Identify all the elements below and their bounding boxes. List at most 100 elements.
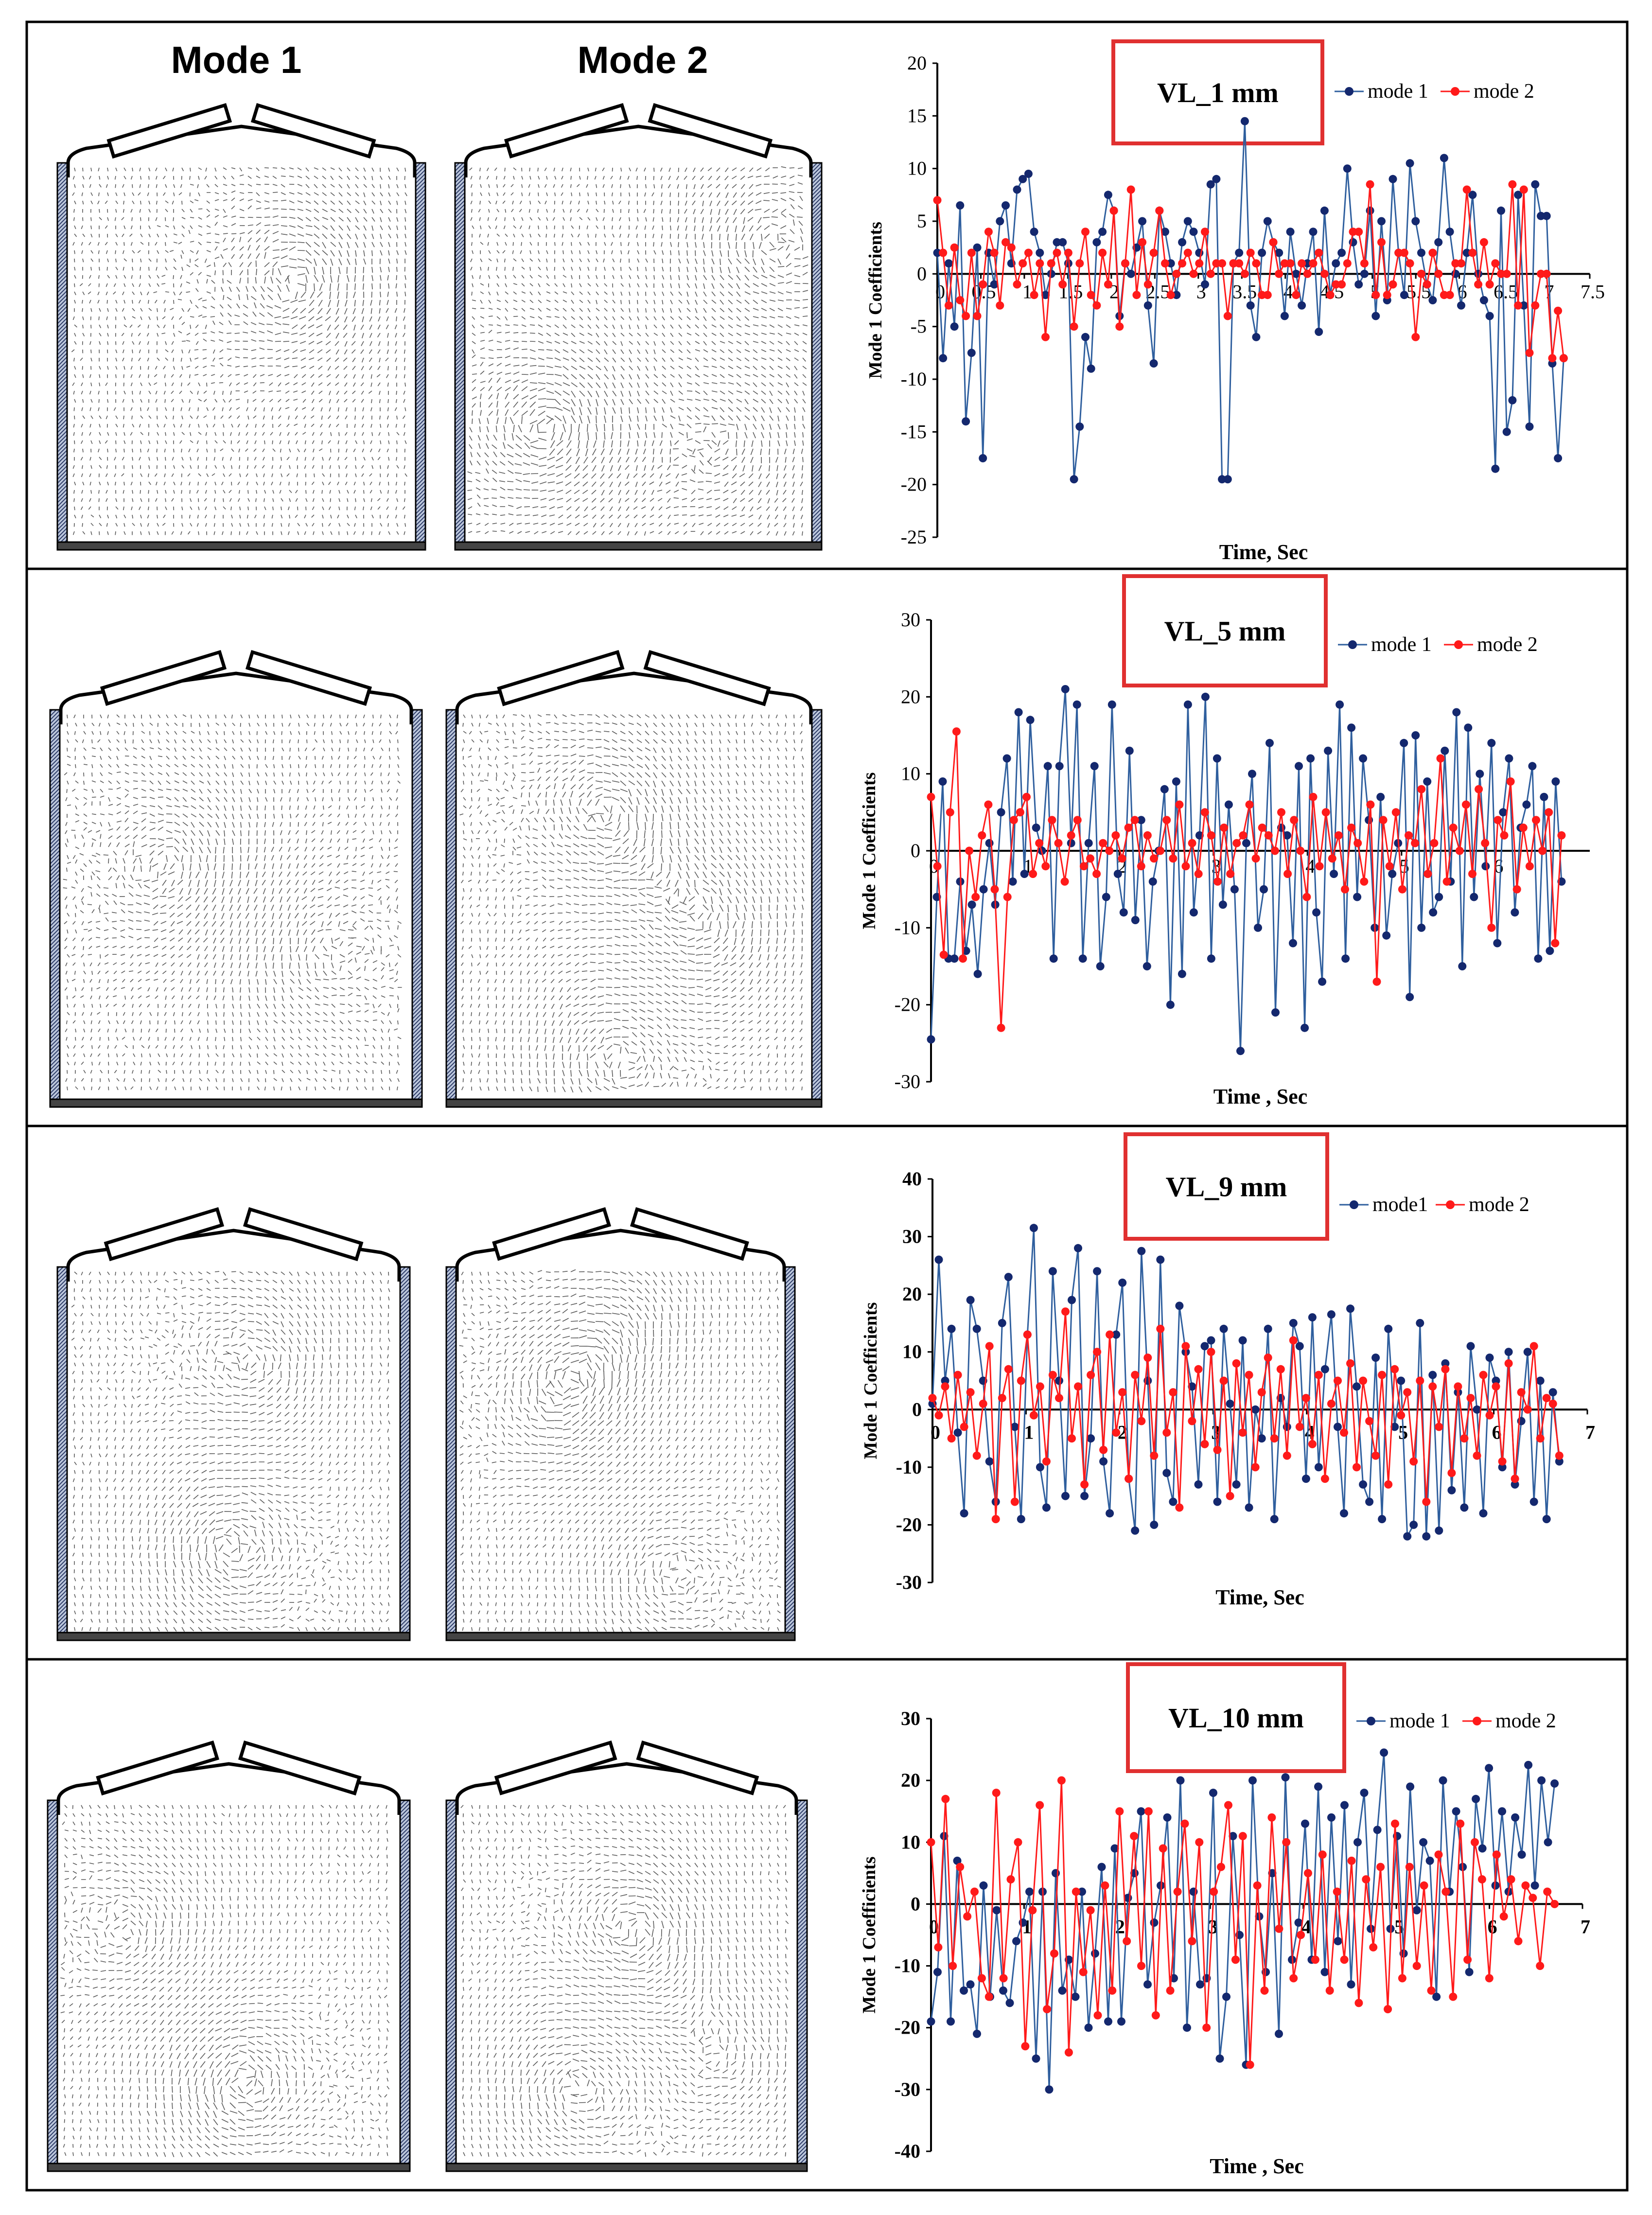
x-tick-label: 4 [1283,281,1293,302]
data-point [1397,1376,1406,1385]
data-point [1118,1388,1127,1397]
data-point [1213,877,1222,886]
data-point [1099,1457,1108,1466]
data-point [1318,1850,1327,1859]
data-point [1334,1376,1342,1385]
data-point [1458,962,1467,970]
y-axis-label: Mode 1 Coefficients [859,1857,879,2014]
data-point [1108,1986,1117,1995]
data-point [927,1035,935,1044]
data-point [1087,1371,1095,1379]
data-point [1321,808,1330,817]
vector-field-r4-mode2 [445,1740,808,2172]
data-point [1405,831,1413,840]
data-point [1378,1371,1387,1379]
data-point [1519,185,1528,194]
data-point [1397,1411,1406,1420]
data-point [1277,808,1285,817]
data-point [1240,269,1249,278]
data-point [1457,259,1465,268]
data-point [1183,248,1192,257]
data-point [1036,259,1044,268]
data-point [1218,900,1227,909]
data-point [1143,280,1152,289]
data-point [1365,1497,1374,1506]
coefficient-charts: -25-20-15-10-50510152000.511.522.533.544… [859,39,1605,2178]
data-point [1441,1359,1450,1368]
data-point [1144,1807,1153,1816]
data-point [1440,291,1448,299]
data-point [1160,785,1169,793]
data-point [933,1968,942,1976]
y-tick-label: 0 [911,840,920,861]
data-point [1405,1863,1414,1871]
data-point [1004,1365,1013,1373]
data-point [1340,1801,1349,1810]
data-point [1019,1918,1027,1927]
data-point [996,301,1004,310]
data-point [1537,269,1545,278]
data-point [1298,301,1306,310]
data-point [1052,1869,1060,1878]
data-point [1327,1310,1336,1319]
data-point [1411,333,1420,341]
data-point [1092,238,1101,246]
data-point [1269,238,1278,246]
data-point [1050,1949,1058,1958]
data-point [1102,893,1110,901]
data-point [1398,885,1406,894]
data-point [1548,1388,1557,1397]
data-point [1360,269,1369,278]
data-point [1538,846,1547,855]
data-point [992,1789,1001,1797]
mode2-header: Mode 2 [578,38,708,81]
chart-title-box [1124,1132,1329,1241]
data-point [1071,1992,1080,2001]
data-point [973,969,982,978]
data-point [1162,1469,1171,1477]
data-point [1202,2023,1211,2032]
data-point [1343,259,1352,268]
data-point [1162,816,1171,825]
data-point [1188,1937,1196,1946]
data-point [999,1986,1007,1995]
data-point [1359,1376,1368,1385]
data-point [972,1451,981,1460]
data-point [985,1457,994,1466]
data-point [1084,2023,1093,2032]
data-point [1024,248,1033,257]
data-point [1412,1962,1421,1970]
data-point [1485,1764,1494,1773]
data-point [1551,777,1560,786]
data-point [1328,854,1336,863]
data-point [1043,762,1052,771]
data-point [1207,831,1215,840]
x-tick-label: 3 [1208,1916,1218,1937]
data-point [1334,831,1343,840]
data-point [1201,228,1209,236]
data-point [956,201,965,210]
data-point [1074,1244,1082,1252]
data-point [1439,1776,1447,1785]
data-point [1292,291,1301,299]
data-point [1270,1515,1279,1524]
data-point [1008,877,1017,886]
data-point [1213,1497,1222,1506]
data-point [1232,1359,1241,1368]
series-line [930,1752,1556,2090]
data-point [1166,259,1175,268]
data-point [939,248,948,257]
data-point [1504,1348,1513,1356]
data-point [1449,1992,1458,2001]
data-point [1283,1451,1291,1460]
y-tick-label: 30 [902,1226,922,1248]
data-point [985,1342,994,1351]
data-point [1248,1776,1257,1785]
data-point [1064,2048,1073,2057]
data-point [1060,877,1069,886]
legend-marker [1454,640,1463,649]
x-tick-label: 0 [931,1421,940,1443]
data-point [1334,1423,1342,1431]
data-point [1068,1434,1076,1443]
